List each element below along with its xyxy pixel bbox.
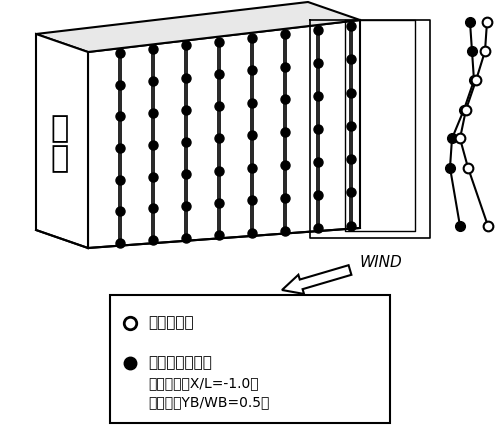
Text: 後: 後 [51,115,69,143]
Text: （前後間隔X/L=-1.0、: （前後間隔X/L=-1.0、 [148,376,258,390]
Text: 横間隔YB/WB=0.5）: 横間隔YB/WB=0.5） [148,395,269,409]
FancyArrow shape [282,265,352,294]
Bar [110,295,390,423]
Polygon shape [36,2,360,52]
Polygon shape [36,34,88,248]
Text: 追い抜き瞬間時: 追い抜き瞬間時 [148,355,212,371]
Text: 単独走行時: 単独走行時 [148,316,194,330]
Text: WIND: WIND [360,255,403,269]
Polygon shape [88,20,360,248]
Text: 面: 面 [51,144,69,174]
